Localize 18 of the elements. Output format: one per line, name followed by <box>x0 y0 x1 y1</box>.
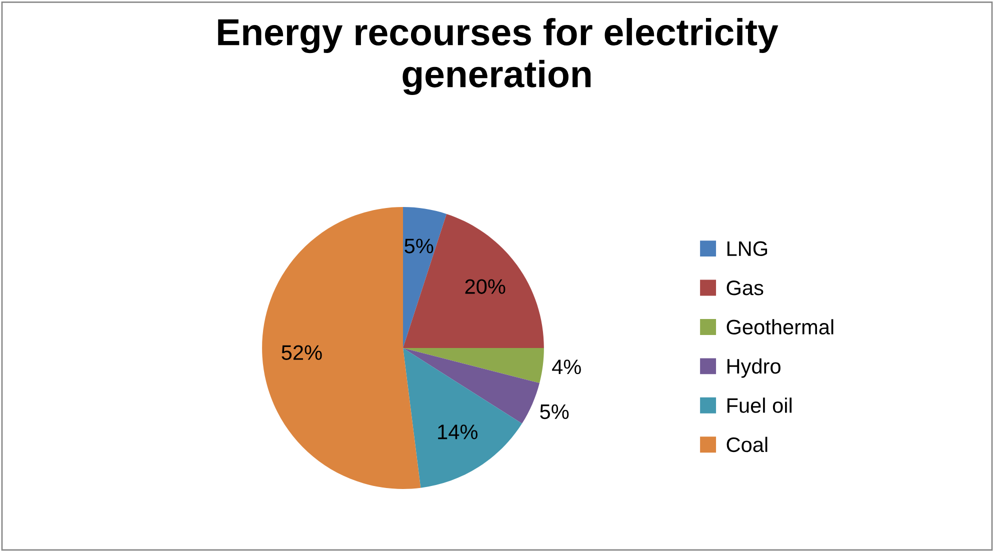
pie-slice <box>403 348 540 424</box>
legend-label: Gas <box>726 280 764 296</box>
chart-title: Energy recourses for electricity generation <box>218 18 778 96</box>
legend-label: Hydro <box>727 358 780 378</box>
data-label: 5% <box>404 238 434 254</box>
legend-label: Fuel oil <box>727 398 792 413</box>
pie-slice <box>403 207 447 348</box>
data-label: 14% <box>438 424 478 440</box>
data-label: 4% <box>552 360 581 374</box>
legend-label: Coal <box>726 436 768 452</box>
legend-label: LNG <box>727 241 768 256</box>
pie-slice <box>403 348 544 384</box>
data-label: 52% <box>282 345 322 360</box>
pie-slice <box>403 214 544 348</box>
pie-slice <box>403 348 522 488</box>
data-label: 5% <box>540 404 569 420</box>
data-label: 20% <box>465 279 506 294</box>
legend-label: Geothermal <box>726 319 834 334</box>
